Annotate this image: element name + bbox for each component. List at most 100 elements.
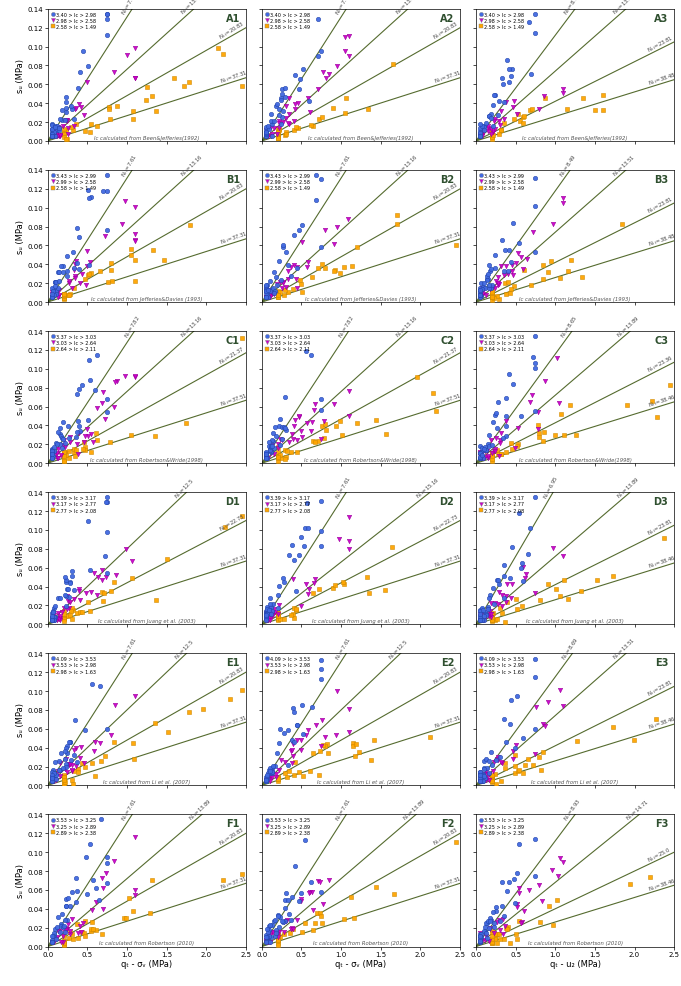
- Point: [281, 885, 291, 901]
- Point: [328, 101, 338, 116]
- Point: [291, 602, 302, 618]
- Point: [118, 910, 129, 926]
- Point: [263, 612, 274, 628]
- Y-axis label: sᵤ (MPa): sᵤ (MPa): [16, 59, 25, 93]
- Text: N$_{kt}$=13.51: N$_{kt}$=13.51: [611, 152, 638, 178]
- Point: [70, 429, 81, 445]
- Point: [571, 734, 582, 749]
- Point: [492, 914, 503, 930]
- Point: [64, 757, 75, 773]
- Point: [519, 262, 530, 278]
- Point: [91, 922, 102, 938]
- Point: [264, 769, 275, 785]
- Point: [555, 589, 566, 604]
- Point: [282, 892, 293, 908]
- Point: [475, 767, 486, 783]
- Point: [58, 772, 69, 788]
- Point: [475, 934, 486, 950]
- Point: [314, 581, 325, 597]
- Point: [266, 438, 277, 454]
- Point: [68, 281, 79, 297]
- Point: [500, 259, 511, 275]
- Point: [62, 264, 73, 280]
- Point: [563, 263, 573, 279]
- Point: [46, 290, 57, 306]
- Point: [477, 128, 488, 144]
- Point: [513, 236, 524, 251]
- Point: [54, 612, 65, 628]
- Point: [65, 100, 76, 115]
- Point: [272, 126, 283, 142]
- Point: [101, 7, 112, 23]
- Point: [475, 931, 486, 947]
- Text: A1: A1: [225, 14, 240, 24]
- Point: [267, 285, 278, 301]
- Point: [522, 751, 533, 767]
- Point: [65, 926, 76, 942]
- Point: [321, 71, 332, 87]
- Point: [486, 744, 496, 760]
- Point: [475, 128, 486, 144]
- Point: [486, 769, 497, 785]
- Point: [46, 452, 57, 467]
- Point: [283, 763, 294, 779]
- Point: [78, 43, 89, 59]
- Point: [60, 123, 71, 139]
- Point: [272, 745, 283, 761]
- Point: [477, 768, 488, 784]
- Point: [659, 530, 669, 546]
- Point: [498, 115, 509, 131]
- Point: [478, 612, 489, 628]
- Point: [50, 436, 61, 452]
- Point: [289, 412, 300, 428]
- Point: [475, 773, 486, 789]
- Point: [482, 271, 493, 287]
- Point: [46, 290, 57, 306]
- Point: [475, 129, 486, 145]
- Point: [303, 92, 314, 107]
- Point: [591, 573, 602, 589]
- Text: N$_{kt}$=21.37: N$_{kt}$=21.37: [217, 344, 247, 367]
- Point: [260, 446, 271, 461]
- Point: [283, 285, 294, 301]
- Point: [58, 291, 69, 307]
- Point: [168, 71, 179, 87]
- Point: [486, 127, 497, 143]
- Point: [279, 915, 289, 931]
- Point: [477, 601, 488, 617]
- Point: [475, 931, 486, 947]
- Point: [68, 592, 79, 607]
- Point: [74, 230, 85, 246]
- Point: [338, 911, 349, 927]
- Point: [62, 132, 73, 148]
- Point: [63, 600, 74, 616]
- Point: [525, 521, 536, 536]
- Point: [93, 569, 104, 585]
- Point: [67, 762, 78, 778]
- Point: [260, 290, 271, 306]
- Point: [52, 611, 63, 627]
- Point: [57, 265, 68, 281]
- Point: [64, 444, 75, 459]
- Text: N$_{kt}$=21.37: N$_{kt}$=21.37: [432, 344, 461, 367]
- Point: [65, 575, 76, 591]
- Point: [48, 284, 59, 300]
- Point: [497, 77, 508, 93]
- Point: [54, 121, 65, 137]
- Point: [516, 561, 526, 577]
- Text: N$_{kt}$=23.36: N$_{kt}$=23.36: [646, 353, 676, 375]
- Point: [294, 272, 305, 288]
- Point: [62, 594, 73, 609]
- Point: [49, 125, 60, 141]
- Point: [279, 611, 289, 627]
- Point: [54, 112, 65, 128]
- Point: [288, 123, 299, 139]
- Point: [486, 129, 497, 145]
- Point: [67, 611, 78, 627]
- Point: [267, 765, 278, 781]
- Point: [300, 344, 311, 360]
- Point: [512, 688, 523, 704]
- Point: [66, 600, 77, 616]
- Point: [291, 445, 302, 460]
- Point: [492, 443, 503, 458]
